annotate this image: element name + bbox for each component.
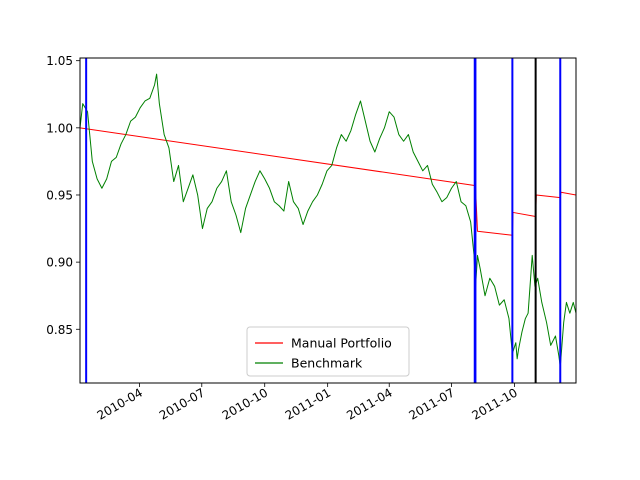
y-tick-label-1.05: 1.05 (46, 54, 73, 68)
y-tick-label-0.90: 0.90 (46, 256, 73, 270)
series-line-manual-portfolio (80, 127, 576, 236)
x-tick-label-2011-07: 2011-07 (407, 385, 457, 422)
series-line-benchmark (80, 73, 576, 368)
x-tick-label-2010-10: 2010-10 (220, 385, 270, 422)
legend-label-benchmark: Benchmark (291, 356, 363, 371)
x-tick-label-2010-07: 2010-07 (157, 385, 207, 422)
x-tick-label-2011-04: 2011-04 (344, 385, 394, 422)
x-axis: 2010-04 2010-07 2010-10 2011-01 2011-04 2011-… (95, 383, 520, 423)
y-tick-label-1.00: 1.00 (46, 121, 73, 135)
x-tick-label-2011-01: 2011-01 (283, 385, 333, 422)
y-tick-label-0.85: 0.85 (46, 323, 73, 337)
x-tick-label-2010-04: 2010-04 (95, 385, 145, 422)
legend-box (246, 326, 410, 377)
x-tick-label-2011-10: 2011-10 (470, 385, 520, 422)
legend-label-manual-portfolio: Manual Portfolio (291, 336, 392, 351)
legend: Manual Portfolio Benchmark (246, 326, 410, 377)
y-tick-label-0.95: 0.95 (46, 188, 73, 202)
plot-area (80, 58, 576, 383)
y-axis: 0.85 0.90 0.95 1.00 1.05 (46, 54, 80, 337)
